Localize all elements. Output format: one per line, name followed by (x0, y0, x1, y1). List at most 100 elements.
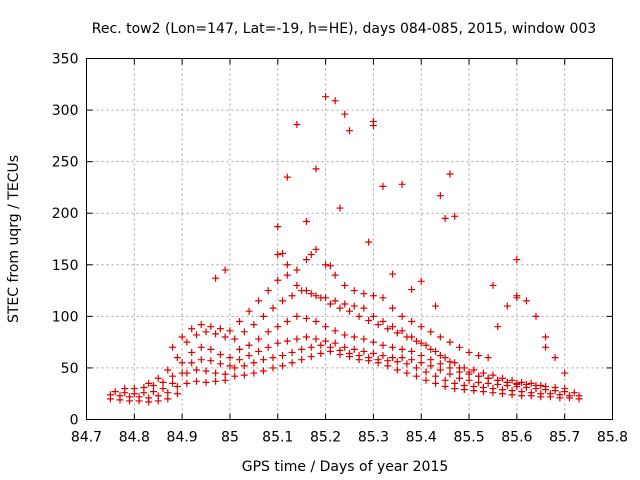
data-point (369, 349, 377, 357)
data-point (470, 366, 478, 374)
data-point (326, 262, 334, 270)
y-axis-label: STEC from uqrg / TECUs (6, 155, 22, 323)
data-point (250, 369, 258, 377)
y-tick-label: 150 (52, 258, 79, 274)
data-point (537, 381, 545, 389)
data-point (221, 376, 229, 384)
data-point (231, 372, 239, 380)
data-point (312, 245, 320, 253)
data-point (192, 366, 200, 374)
data-point (341, 331, 349, 339)
data-point (513, 256, 521, 264)
data-point (283, 318, 291, 326)
data-point (274, 223, 282, 231)
data-point (403, 369, 411, 377)
data-point (379, 352, 387, 360)
data-point (274, 250, 282, 258)
x-tick-label: 85.7 (549, 430, 580, 446)
data-point (460, 381, 468, 389)
data-point (212, 377, 220, 385)
data-point (269, 364, 277, 372)
data-point (312, 292, 320, 300)
data-point (302, 217, 310, 225)
data-point (389, 323, 397, 331)
data-point (451, 359, 459, 367)
data-point (279, 297, 287, 305)
y-tick-label: 300 (52, 103, 79, 119)
data-point (169, 372, 177, 380)
data-point (111, 388, 119, 396)
data-point (398, 345, 406, 353)
data-points (106, 93, 583, 406)
data-point (293, 266, 301, 274)
data-point (417, 359, 425, 367)
data-point (322, 323, 330, 331)
data-point (532, 312, 540, 320)
x-tick-label: 85 (221, 430, 239, 446)
data-point (432, 347, 440, 355)
data-point (522, 380, 530, 388)
data-point (441, 214, 449, 222)
data-point (446, 338, 454, 346)
data-point (527, 379, 535, 387)
data-point (154, 392, 162, 400)
data-point (293, 335, 301, 343)
data-point (494, 323, 502, 331)
data-point (384, 357, 392, 365)
data-point (503, 378, 511, 386)
data-point (279, 352, 287, 360)
data-point (216, 360, 224, 368)
data-point (212, 330, 220, 338)
data-point (269, 304, 277, 312)
y-tick-label: 0 (70, 413, 79, 429)
data-point (350, 302, 358, 310)
data-point (283, 173, 291, 181)
data-point (250, 359, 258, 367)
data-point (331, 339, 339, 347)
data-point (513, 294, 521, 302)
data-point (451, 212, 459, 220)
data-point (422, 341, 430, 349)
data-point (307, 290, 315, 298)
data-point (288, 359, 296, 367)
data-point (499, 374, 507, 382)
data-point (250, 321, 258, 329)
data-point (178, 333, 186, 341)
data-point (212, 369, 220, 377)
data-point (192, 377, 200, 385)
data-series-5 (145, 287, 545, 389)
data-point (302, 314, 310, 322)
data-point (245, 352, 253, 360)
data-point (360, 335, 368, 343)
data-point (183, 379, 191, 387)
data-point (326, 343, 334, 351)
data-point (484, 374, 492, 382)
data-point (259, 367, 267, 375)
data-point (465, 376, 473, 384)
x-tick-label: 85.2 (310, 430, 341, 446)
data-point (255, 297, 263, 305)
data-point (379, 318, 387, 326)
data-point (475, 378, 483, 386)
data-point (398, 180, 406, 188)
data-point (274, 276, 282, 284)
data-point (312, 165, 320, 173)
data-point (197, 356, 205, 364)
data-point (183, 338, 191, 346)
data-point (202, 328, 210, 336)
data-point (130, 385, 138, 393)
plot-frame (86, 58, 613, 420)
data-point (307, 343, 315, 351)
data-point (326, 300, 334, 308)
data-point (470, 382, 478, 390)
data-point (312, 335, 320, 343)
data-point (369, 292, 377, 300)
data-point (279, 249, 287, 257)
data-point (173, 354, 181, 362)
data-point (188, 359, 196, 367)
data-point (455, 374, 463, 382)
data-point (212, 274, 220, 282)
data-point (369, 338, 377, 346)
data-point (436, 333, 444, 341)
data-point (350, 333, 358, 341)
